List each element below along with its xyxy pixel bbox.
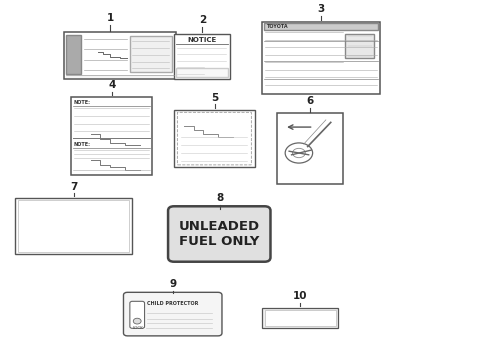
Text: 5: 5: [211, 93, 218, 103]
Bar: [345, 34, 374, 58]
Text: 3: 3: [318, 4, 324, 14]
Text: TOYOTA: TOYOTA: [267, 24, 289, 29]
Bar: [174, 34, 230, 79]
Text: 9: 9: [170, 279, 176, 289]
Text: 4: 4: [108, 80, 116, 90]
Bar: [64, 32, 176, 79]
Bar: [176, 68, 228, 77]
Bar: [15, 198, 132, 254]
Bar: [18, 200, 129, 252]
FancyBboxPatch shape: [123, 292, 222, 336]
Bar: [66, 35, 81, 74]
Bar: [264, 23, 378, 30]
Bar: [265, 310, 336, 326]
FancyBboxPatch shape: [130, 301, 145, 328]
Text: 1: 1: [107, 13, 114, 23]
Text: NOTE:: NOTE:: [74, 142, 91, 147]
Text: UNLEADED
FUEL ONLY: UNLEADED FUEL ONLY: [179, 220, 260, 248]
Bar: [71, 97, 152, 175]
Bar: [277, 113, 343, 184]
Text: LOCK: LOCK: [132, 326, 143, 330]
Bar: [130, 36, 171, 72]
Bar: [262, 308, 338, 328]
Bar: [174, 110, 255, 167]
Bar: [262, 22, 380, 94]
Text: 6: 6: [307, 96, 314, 106]
Text: 10: 10: [293, 291, 308, 301]
Text: 7: 7: [70, 181, 77, 192]
Text: NOTICE: NOTICE: [188, 37, 217, 42]
Text: 8: 8: [216, 193, 223, 203]
FancyBboxPatch shape: [168, 206, 270, 262]
Text: NOTE:: NOTE:: [74, 100, 91, 105]
Text: 2: 2: [199, 15, 206, 25]
Circle shape: [133, 318, 141, 324]
Text: CHILD PROTECTOR: CHILD PROTECTOR: [147, 301, 198, 306]
